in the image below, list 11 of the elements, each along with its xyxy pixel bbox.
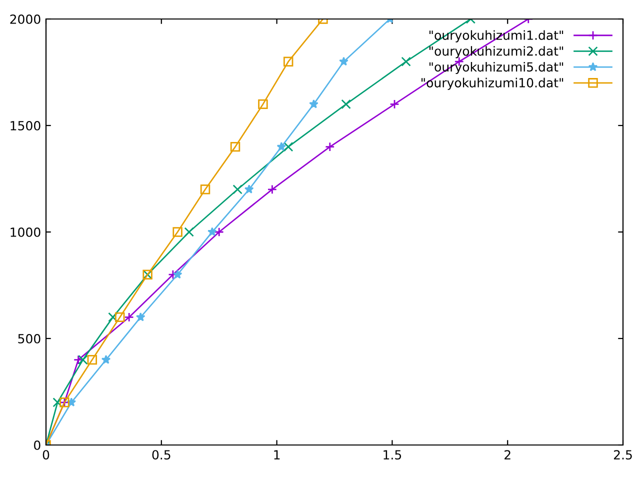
x-tick-label: 2 (504, 450, 510, 460)
y-tick-label: 1000 (10, 227, 40, 237)
x-tick-label: 2.5 (614, 450, 632, 460)
x-tick-label: 0 (42, 450, 50, 460)
y-tick-label: 1500 (10, 120, 40, 130)
y-tick-label: 0 (34, 440, 40, 450)
x-tick-label: 1 (274, 450, 280, 460)
x-tick-label: 1.5 (384, 450, 402, 460)
y-tick-label: 2000 (10, 14, 40, 24)
x-tick-label: 0.5 (152, 450, 170, 460)
y-tick-label: 500 (18, 334, 40, 344)
